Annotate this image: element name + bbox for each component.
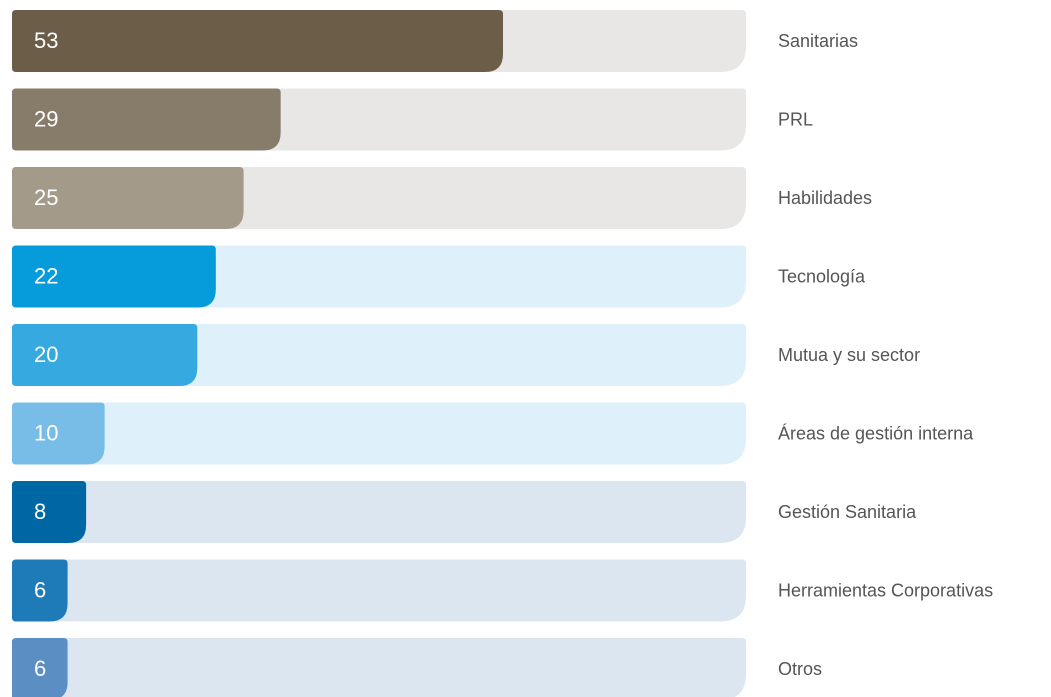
category-label: Sanitarias [778, 31, 858, 51]
value-label: 20 [34, 342, 58, 367]
bar [12, 10, 503, 72]
category-label: PRL [778, 109, 813, 129]
bar-track [12, 402, 746, 465]
bar-track [12, 559, 746, 622]
category-label: Tecnología [778, 266, 866, 286]
bar [12, 402, 105, 465]
value-label: 25 [34, 185, 58, 210]
category-label: Mutua y su sector [778, 345, 920, 365]
value-label: 6 [34, 577, 46, 602]
bar [12, 559, 68, 622]
value-label: 6 [34, 656, 46, 681]
value-label: 53 [34, 28, 58, 53]
bar-track [12, 481, 746, 543]
bar [12, 324, 198, 386]
category-label: Gestión Sanitaria [778, 502, 917, 522]
bar [12, 638, 68, 697]
category-label: Habilidades [778, 188, 872, 208]
bar [12, 88, 281, 151]
value-label: 22 [34, 263, 58, 288]
category-label: Herramientas Corporativas [778, 580, 993, 600]
bar [12, 167, 244, 229]
category-label: Áreas de gestión interna [778, 423, 974, 443]
value-label: 10 [34, 420, 58, 445]
bar [12, 481, 87, 543]
value-label: 8 [34, 499, 46, 524]
value-label: 29 [34, 106, 58, 131]
bar-track [12, 638, 746, 697]
category-label: Otros [778, 659, 822, 679]
bar [12, 245, 216, 308]
